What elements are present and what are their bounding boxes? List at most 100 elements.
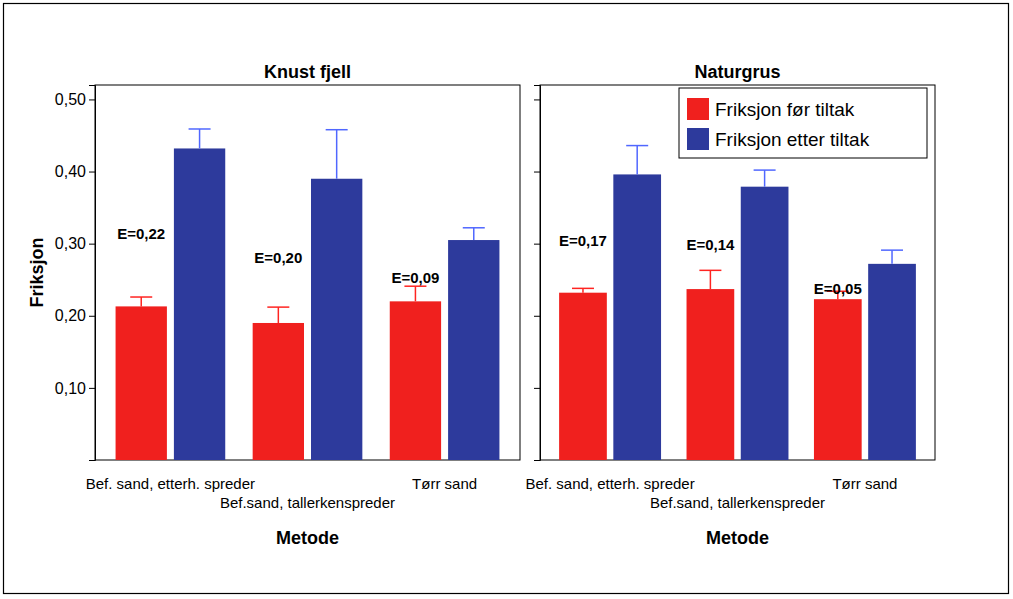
error-bar <box>463 228 485 240</box>
y-tick <box>534 316 540 317</box>
error-cap <box>626 145 648 147</box>
y-tick: 0,10 <box>55 380 95 397</box>
error-stem <box>710 270 712 289</box>
y-axis <box>534 86 541 461</box>
error-stem <box>336 130 338 179</box>
annotation: E=0,22 <box>117 225 165 242</box>
error-stem <box>199 129 201 148</box>
error-stem <box>891 250 893 264</box>
y-tick-label: 0,50 <box>55 91 86 108</box>
y-tick-mark <box>534 244 540 245</box>
error-bar <box>881 250 903 264</box>
annotation: E=0,17 <box>559 232 607 249</box>
plot-frame <box>540 85 935 460</box>
error-bar <box>189 129 211 148</box>
error-bar <box>626 146 648 175</box>
y-tick <box>534 99 540 100</box>
bar <box>687 289 735 460</box>
y-tick <box>534 172 540 173</box>
legend-box <box>679 88 927 158</box>
panel: Bef. sand, etterh. sprederBef.sand, tall… <box>525 62 935 548</box>
y-tick-mark <box>534 172 540 173</box>
legend-swatch <box>687 128 709 150</box>
y-tick-mark <box>89 244 95 245</box>
y-axis-line <box>534 86 541 461</box>
y-tick: 0,40 <box>55 163 95 180</box>
chart-title: Naturgrus <box>694 62 780 82</box>
error-stem <box>636 146 638 175</box>
legend: Friksjon før tiltakFriksjon etter tiltak <box>679 88 927 158</box>
bar <box>311 179 362 460</box>
chart-title: Knust fjell <box>264 62 351 82</box>
y-tick-mark <box>534 388 540 389</box>
error-cap <box>572 288 594 290</box>
annotation: E=0,09 <box>391 269 439 286</box>
y-tick <box>534 244 540 245</box>
y-tick: 0,20 <box>55 307 95 324</box>
plot-frame <box>95 85 520 460</box>
y-tick-mark <box>89 172 95 173</box>
bars <box>559 146 916 460</box>
y-tick-label: 0,20 <box>55 307 86 324</box>
legend-label: Friksjon før tiltak <box>715 99 855 120</box>
error-cap <box>267 306 289 308</box>
bar <box>448 240 499 460</box>
x-axis-title: Metode <box>276 528 339 548</box>
y-tick-label: 0,40 <box>55 163 86 180</box>
error-cap <box>699 270 721 272</box>
annotation: E=0,20 <box>254 249 302 266</box>
y-axis-line <box>89 86 96 461</box>
error-cap <box>189 128 211 130</box>
bar <box>814 299 862 460</box>
bars <box>116 129 500 460</box>
error-stem <box>140 297 142 306</box>
bar <box>868 264 916 460</box>
bar <box>253 323 304 460</box>
y-tick-label: 0,30 <box>55 235 86 252</box>
y-tick: 0,30 <box>55 235 95 252</box>
error-bar <box>267 307 289 323</box>
y-tick-mark <box>89 99 95 100</box>
bar <box>741 187 789 460</box>
error-bar <box>699 270 721 289</box>
error-stem <box>473 228 475 240</box>
y-tick: 0,50 <box>55 91 95 108</box>
x-tick-label: Tørr sand <box>412 475 477 492</box>
y-tick-mark <box>89 388 95 389</box>
bar <box>613 174 661 460</box>
error-cap <box>881 249 903 251</box>
chart: 0,10 0,20 0,30 0,40 0,50 Bef. sand, etterh. s… <box>0 0 1013 599</box>
bar <box>116 306 167 460</box>
legend-swatch <box>687 98 709 120</box>
error-stem <box>764 170 766 187</box>
error-stem <box>278 307 280 323</box>
error-bar <box>754 170 776 187</box>
error-cap <box>463 227 485 229</box>
y-axis: 0,10 0,20 0,30 0,40 0,50 <box>55 86 96 461</box>
error-bar <box>572 288 594 292</box>
x-tick-label: Tørr sand <box>832 475 897 492</box>
annotation: E=0,14 <box>686 236 735 253</box>
y-tick-label: 0,10 <box>55 380 86 397</box>
bar <box>559 293 607 460</box>
error-cap <box>754 169 776 171</box>
x-tick-label: Bef.sand, tallerkenspreder <box>220 494 395 511</box>
error-cap <box>326 129 348 131</box>
error-bar <box>326 130 348 179</box>
y-axis-title: Friksjon <box>27 237 47 307</box>
x-axis-title: Metode <box>706 528 769 548</box>
bar <box>390 301 441 460</box>
error-cap <box>130 296 152 298</box>
x-tick-label: Bef.sand, tallerkenspreder <box>650 494 825 511</box>
y-tick-mark <box>89 316 95 317</box>
panel: 0,10 0,20 0,30 0,40 0,50 Bef. sand, etterh. s… <box>27 62 520 548</box>
x-tick-label: Bef. sand, etterh. spreder <box>86 475 255 492</box>
y-tick <box>534 388 540 389</box>
y-tick-mark <box>534 316 540 317</box>
outer-frame <box>4 4 1009 594</box>
error-bar <box>404 286 426 301</box>
annotation: E=0,05 <box>814 280 862 297</box>
bar <box>174 148 225 460</box>
x-axis: Bef. sand, etterh. sprederBef.sand, tall… <box>525 475 897 511</box>
error-bar <box>130 297 152 306</box>
